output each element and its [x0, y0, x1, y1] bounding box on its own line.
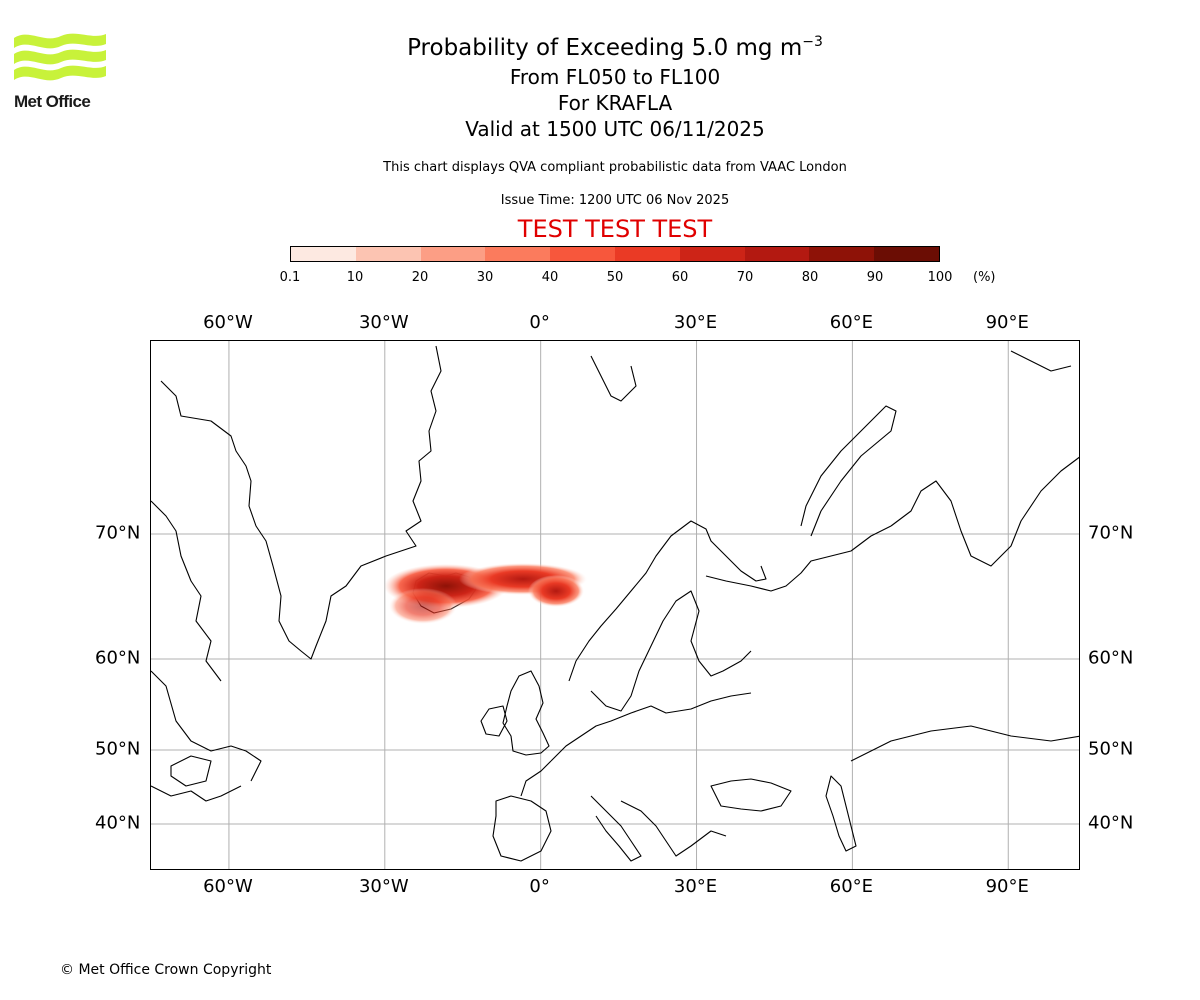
- colorbar-segment: [291, 247, 356, 261]
- colorbar-segment: [550, 247, 615, 261]
- colorbar-tick-label: 100: [927, 270, 953, 285]
- colorbar-tick-label: 70: [736, 270, 754, 285]
- colorbar-segment: [744, 247, 810, 261]
- lon-label-bottom: 0°: [529, 876, 550, 897]
- colorbar-tick-label: 10: [346, 270, 364, 285]
- central-asia-border: [850, 725, 1079, 762]
- graticule: [151, 341, 1079, 869]
- colorbar-tick-label: 60: [671, 270, 689, 285]
- newfoundland-coast: [170, 755, 212, 787]
- lat-label-left: 70°N: [95, 522, 141, 544]
- colorbar-segment: [355, 247, 421, 261]
- balkans-coast: [620, 800, 727, 857]
- ash-plume: [384, 563, 587, 624]
- lat-label-right: 60°N: [1088, 647, 1134, 669]
- novaya-zemlya-coast: [800, 405, 897, 537]
- colorbar-segment: [614, 247, 680, 261]
- chart-description: This chart displays QVA compliant probab…: [383, 160, 847, 175]
- colorbar-tick-label: 50: [606, 270, 624, 285]
- labrador-coast: [151, 670, 262, 782]
- colorbar-segment: [485, 247, 551, 261]
- ireland-coast: [480, 705, 508, 737]
- lat-label-left: 40°N: [95, 812, 141, 834]
- lon-label-bottom: 60°E: [829, 876, 874, 897]
- flight-level-range: From FL050 to FL100: [509, 65, 721, 89]
- kola-coast: [705, 525, 892, 592]
- colorbar-segment: [679, 247, 745, 261]
- plume-south-tail: [389, 588, 457, 624]
- norway-coast: [568, 520, 767, 682]
- europe-coast: [550, 692, 752, 762]
- france-coast: [520, 760, 552, 797]
- lon-label-bottom: 30°E: [673, 876, 718, 897]
- chart-header: Probability of Exceeding 5.0 mg m−3 From…: [0, 26, 1200, 243]
- black-sea-coast: [710, 778, 792, 812]
- coastlines: [151, 345, 1079, 862]
- baffin-coast: [151, 500, 222, 682]
- map-svg: [151, 341, 1079, 869]
- lat-label-left: 60°N: [95, 647, 141, 669]
- lon-label-top: 30°W: [358, 312, 409, 333]
- lat-label-right: 50°N: [1088, 738, 1134, 760]
- volcano-name: For KRAFLA: [557, 91, 673, 115]
- lon-label-top: 30°E: [673, 312, 718, 333]
- lat-label-left: 50°N: [95, 738, 141, 760]
- lon-label-bottom: 90°E: [985, 876, 1029, 897]
- colorbar-unit: (%): [973, 270, 996, 285]
- valid-time: Valid at 1500 UTC 06/11/2025: [465, 117, 765, 141]
- test-banner: TEST TEST TEST: [517, 215, 713, 243]
- colorbar-tick-label: 90: [866, 270, 884, 285]
- colorbar-tick-label: 20: [411, 270, 429, 285]
- italy-coast: [590, 795, 642, 862]
- colorbar-segment: [420, 247, 486, 261]
- lon-label-top: 60°E: [829, 312, 874, 333]
- colorbar-tick-label: 80: [801, 270, 819, 285]
- colorbar: [290, 246, 940, 262]
- colorbar-tick-label: 0.1: [279, 270, 301, 285]
- iberia-coast: [492, 795, 552, 862]
- great-britain-coast: [502, 670, 550, 756]
- copyright-notice: © Met Office Crown Copyright: [60, 962, 272, 978]
- plume-east: [528, 575, 584, 607]
- lat-label-right: 40°N: [1088, 812, 1134, 834]
- colorbar-tick-label: 40: [541, 270, 559, 285]
- colorbar-tick-label: 30: [476, 270, 494, 285]
- siberia-coast: [890, 456, 1079, 567]
- chart-title: Probability of Exceeding 5.0 mg m−3: [0, 26, 1200, 64]
- arctic-islands-coast: [590, 350, 1072, 402]
- lat-label-right: 70°N: [1088, 522, 1134, 544]
- met-office-logo-text: Met Office: [14, 92, 91, 111]
- colorbar-segment: [874, 247, 939, 261]
- nova-scotia-coast: [151, 785, 242, 802]
- met-office-logo: Met Office: [14, 30, 108, 112]
- colorbar-segment: [809, 247, 875, 261]
- lon-label-bottom: 60°W: [203, 876, 253, 897]
- lon-label-top: 0°: [529, 312, 550, 333]
- title-superscript: −3: [802, 34, 823, 50]
- lon-label-top: 60°W: [203, 312, 253, 333]
- sweden-finland-coast: [590, 590, 752, 712]
- lon-label-bottom: 30°W: [358, 876, 409, 897]
- map-plot: [150, 340, 1080, 870]
- title-line-1: Probability of Exceeding 5.0 mg m: [407, 35, 803, 61]
- lon-label-top: 90°E: [985, 312, 1029, 333]
- caspian-coast: [825, 775, 857, 852]
- met-office-waves-icon: [14, 33, 106, 81]
- greenland-coast: [160, 345, 442, 660]
- issue-time: Issue Time: 1200 UTC 06 Nov 2025: [500, 193, 730, 208]
